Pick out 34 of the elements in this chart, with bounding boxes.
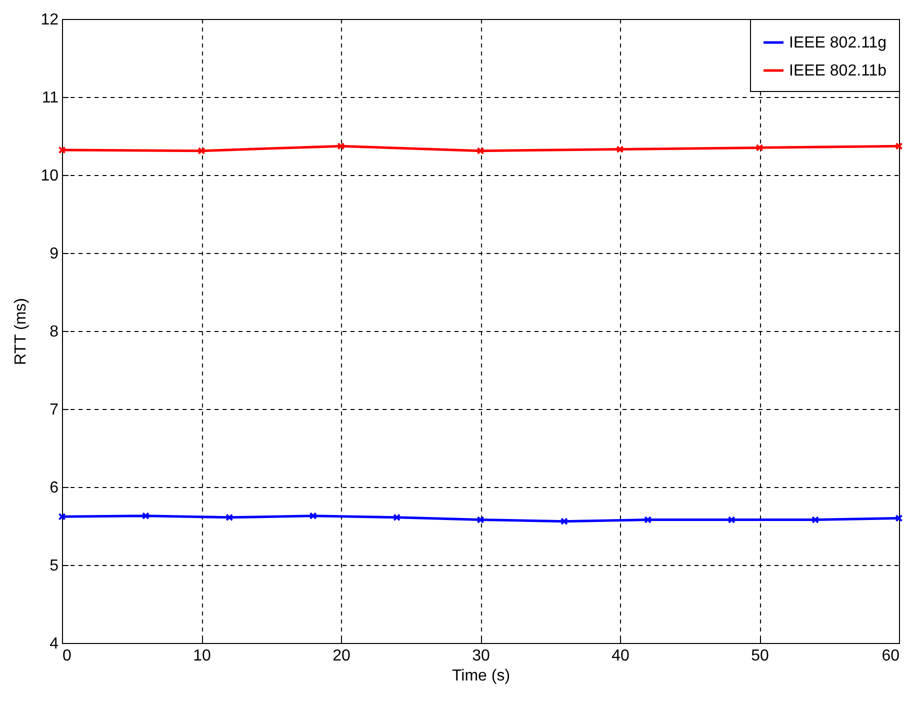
y-tick-label: 7 <box>50 402 59 418</box>
y-tick-label: 4 <box>50 636 59 652</box>
point <box>198 147 206 155</box>
point <box>226 514 234 522</box>
x-tick-label: 50 <box>751 648 769 664</box>
point <box>728 516 736 524</box>
point <box>644 516 652 524</box>
point <box>142 512 150 520</box>
x-tick-label: 0 <box>62 648 72 664</box>
y-tick-label: 11 <box>42 90 59 106</box>
y-tick-label: 9 <box>50 246 59 262</box>
legend-label: IEEE 802.11b <box>789 62 887 80</box>
point <box>756 144 764 152</box>
x-tick-label: 10 <box>193 648 211 664</box>
point <box>560 518 568 526</box>
y-tick-label: 5 <box>50 558 59 574</box>
y-axis-title: RTT (ms) <box>12 298 30 365</box>
legend-label: IEEE 802.11g <box>789 34 887 52</box>
x-tick-label: 60 <box>882 648 900 664</box>
y-tick-label: 8 <box>50 324 59 340</box>
point <box>616 146 624 153</box>
point <box>393 514 401 522</box>
x-axis-title: Time (s) <box>452 668 510 684</box>
point <box>476 147 484 155</box>
point <box>309 512 317 520</box>
x-tick-label: 40 <box>612 648 630 664</box>
x-tick-label: 30 <box>472 648 490 664</box>
x-tick-label: 20 <box>332 648 350 664</box>
y-tick-label: 6 <box>50 480 59 496</box>
point <box>476 516 484 524</box>
point <box>337 142 345 150</box>
y-tick-label: 12 <box>40 12 59 28</box>
point <box>812 516 820 524</box>
y-tick-label: 10 <box>40 168 59 184</box>
